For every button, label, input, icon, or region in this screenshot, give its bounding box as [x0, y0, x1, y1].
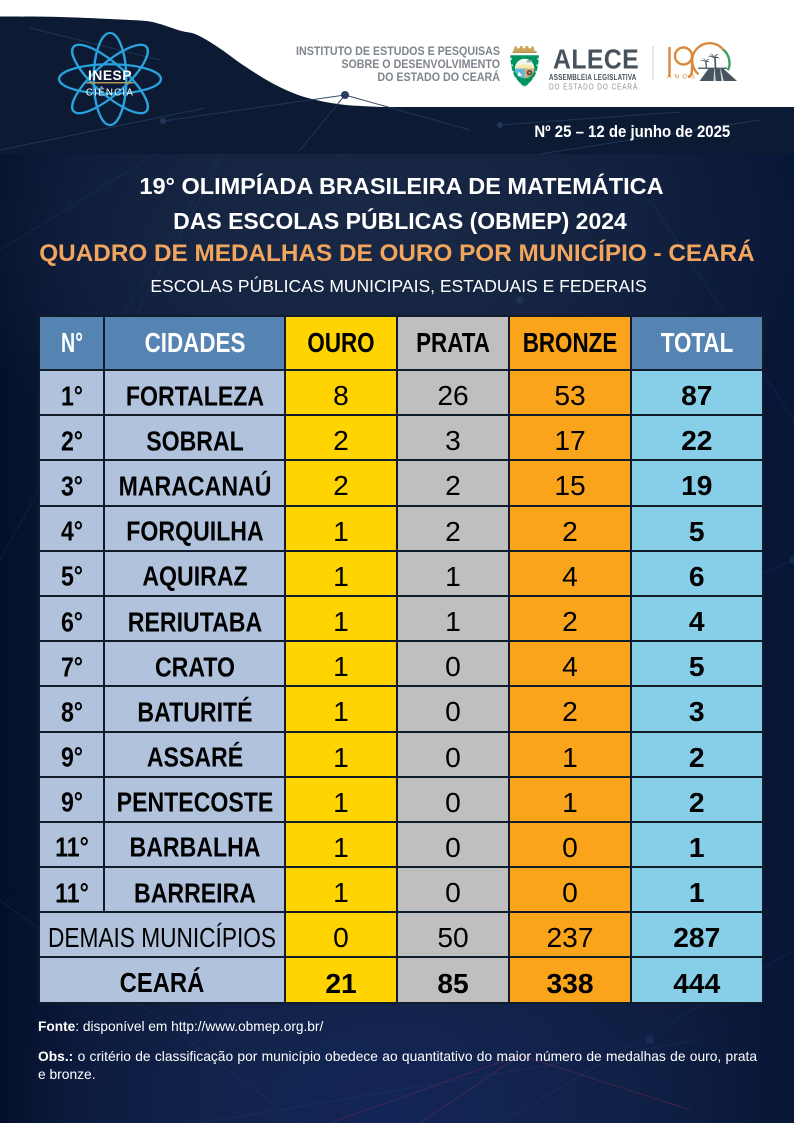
svg-text:ALECE: ALECE	[553, 43, 639, 75]
svg-text:INESP: INESP	[88, 68, 132, 83]
svg-text:ASSEMBLEIA LEGISLATIVA: ASSEMBLEIA LEGISLATIVA	[549, 72, 637, 82]
svg-text:CIÊNCIA: CIÊNCIA	[86, 88, 134, 99]
svg-text:ANOS: ANOS	[667, 74, 698, 81]
svg-text:DO ESTADO DO CEARÁ: DO ESTADO DO CEARÁ	[549, 82, 638, 92]
